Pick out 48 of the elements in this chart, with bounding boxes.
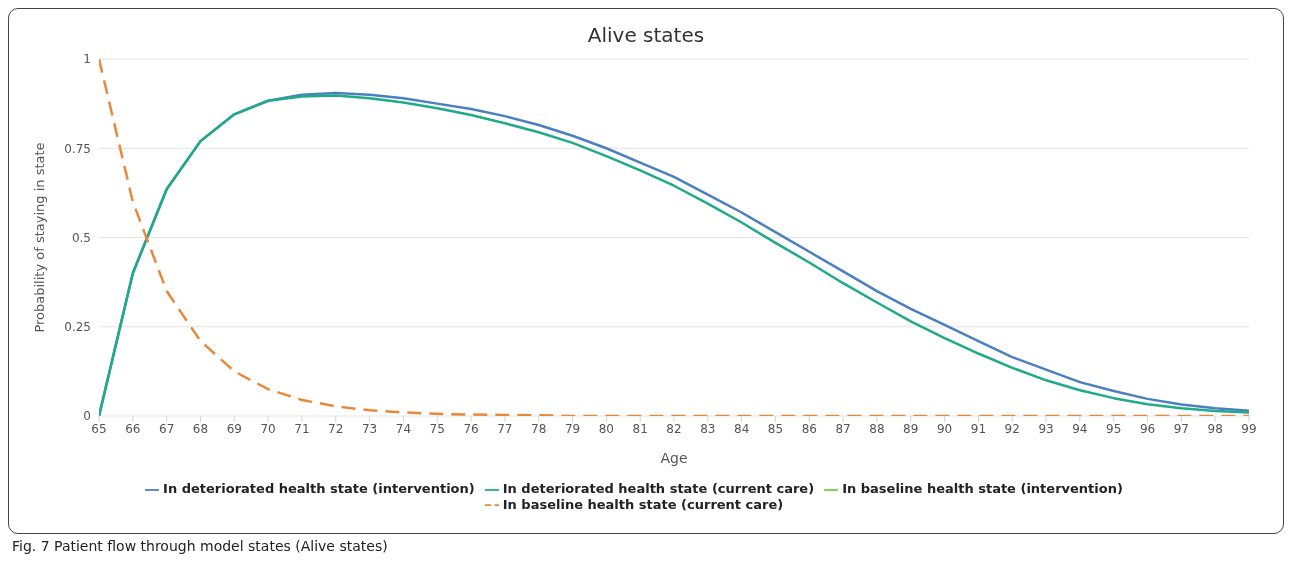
- chart-title: Alive states: [586, 23, 706, 47]
- x-tick-label: 70: [260, 421, 276, 436]
- x-tick-label: 66: [125, 421, 141, 436]
- y-axis-title: Probability of staying in state: [31, 142, 47, 333]
- legend-label: In deteriorated health state (current care): [502, 481, 815, 496]
- x-tick-label: 71: [294, 421, 310, 436]
- x-tick-label: 94: [1072, 421, 1088, 436]
- x-tick-label: 68: [192, 421, 209, 436]
- y-tick-label: 0.5: [71, 230, 91, 245]
- x-tick-label: 67: [159, 421, 175, 436]
- y-tick-label: 1: [83, 52, 91, 67]
- x-tick-label: 97: [1173, 421, 1189, 436]
- x-tick-label: 95: [1106, 421, 1122, 436]
- x-tick-label: 65: [91, 421, 107, 436]
- x-tick-label: 99: [1241, 421, 1257, 436]
- x-tick-label: 92: [1004, 421, 1020, 436]
- x-tick-label: 96: [1139, 421, 1156, 436]
- caption: Fig. 7 Patient flow through model states (Alive states): [12, 538, 388, 554]
- y-tick-label: 0: [83, 409, 91, 424]
- x-axis-title: Age: [660, 450, 688, 466]
- legend-label: In baseline health state (intervention): [842, 481, 1123, 496]
- x-tick-label: 90: [936, 421, 953, 436]
- x-tick-label: 74: [395, 421, 412, 436]
- x-tick-label: 87: [835, 421, 851, 436]
- x-tick-label: 86: [801, 421, 817, 436]
- x-tick-label: 78: [531, 421, 547, 436]
- x-tick-label: 79: [564, 421, 581, 436]
- x-tick-label: 77: [497, 421, 513, 436]
- x-tick-label: 89: [903, 421, 919, 436]
- x-tick-label: 72: [328, 421, 344, 436]
- x-tick-label: 80: [598, 421, 614, 436]
- x-tick-label: 81: [632, 421, 648, 436]
- x-tick-label: 83: [700, 421, 716, 436]
- legend-label: In baseline health state (current care): [502, 496, 784, 512]
- x-tick-label: 73: [361, 421, 378, 436]
- x-tick-label: 91: [970, 421, 987, 436]
- y-tick-label: 0.75: [64, 141, 91, 156]
- x-tick-label: 76: [463, 421, 479, 436]
- x-tick-label: 75: [429, 421, 445, 436]
- legend-label: In deteriorated health state (intervention): [163, 481, 475, 496]
- y-tick-label: 0.25: [64, 320, 91, 335]
- x-tick-label: 93: [1038, 421, 1054, 436]
- x-tick-label: 82: [666, 421, 682, 436]
- x-tick-label: 69: [226, 421, 242, 436]
- x-tick-label: 84: [734, 421, 750, 436]
- x-tick-label: 98: [1207, 421, 1223, 436]
- x-tick-label: 85: [767, 421, 784, 436]
- x-tick-label: 88: [869, 421, 885, 436]
